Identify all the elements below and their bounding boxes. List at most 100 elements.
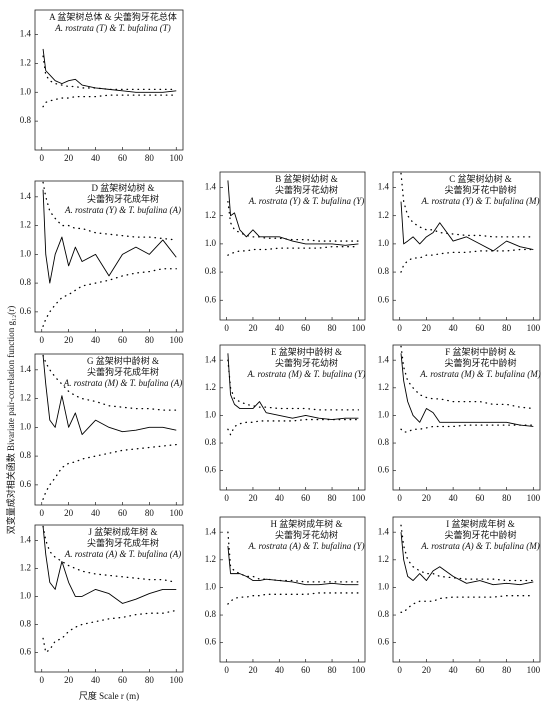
envelope-line xyxy=(227,359,360,411)
panel-title: 尖蕾狗牙花中龄树 xyxy=(444,357,516,368)
observed-line xyxy=(42,526,177,604)
observed-line xyxy=(42,48,177,93)
envelope-line xyxy=(400,424,534,433)
y-tick-label: 1.4 xyxy=(205,526,217,536)
y-tick-label: 1.4 xyxy=(205,182,217,192)
panel-title: A. rostrata (A) & T. bufalina (M) xyxy=(420,541,540,551)
y-axis-label: 双变量成对相关函数 Bivariate pair-correlation fun… xyxy=(5,306,16,535)
y-tick-label: 1.0 xyxy=(378,238,390,248)
x-tick-label: 100 xyxy=(170,508,184,518)
y-tick-label: 1.4 xyxy=(20,29,32,39)
y-tick-label: 1.2 xyxy=(378,554,389,564)
panel-title: A. rostrata (Y) & T. bufalina (A) xyxy=(64,205,181,215)
x-tick-label: 60 xyxy=(118,675,128,685)
y-tick-label: 0.8 xyxy=(205,609,217,619)
y-tick-label: 1.0 xyxy=(378,581,390,591)
x-tick-label: 20 xyxy=(248,665,258,675)
y-tick-label: 0.6 xyxy=(205,294,217,304)
x-tick-label: 20 xyxy=(422,493,432,503)
panel-title: A. rostrata (Y) & T. bufalina (Y) xyxy=(248,196,365,206)
y-tick-label: 1.0 xyxy=(378,409,390,419)
plot-frame xyxy=(392,344,541,491)
x-tick-label: 0 xyxy=(397,493,402,503)
observed-line xyxy=(227,545,359,586)
x-tick-label: 60 xyxy=(118,153,128,163)
plot-frame xyxy=(34,180,184,333)
y-tick-label: 1.2 xyxy=(20,393,31,403)
y-tick-label: 1.4 xyxy=(20,534,32,544)
y-tick-label: 0.6 xyxy=(378,294,390,304)
x-tick-label: 0 xyxy=(224,493,229,503)
x-tick-label: 80 xyxy=(145,335,155,345)
x-tick-label: 60 xyxy=(118,335,128,345)
y-tick-label: 1.4 xyxy=(378,182,390,192)
y-tick-label: 1.2 xyxy=(205,382,216,392)
panel-title: D 盆架树幼树 & xyxy=(91,182,154,193)
x-tick-label: 20 xyxy=(64,508,74,518)
y-tick-label: 1.0 xyxy=(20,421,32,431)
x-tick-label: 20 xyxy=(248,493,258,503)
plot-frame xyxy=(34,353,184,506)
plot-frame xyxy=(219,516,366,663)
x-tick-label: 60 xyxy=(475,323,485,333)
x-tick-label: 60 xyxy=(475,493,485,503)
y-tick-label: 0.8 xyxy=(20,115,32,125)
x-tick-label: 0 xyxy=(39,335,44,345)
observed-line xyxy=(400,201,534,252)
observed-line xyxy=(400,532,534,586)
y-tick-label: 0.6 xyxy=(378,465,390,475)
y-tick-label: 1.2 xyxy=(378,382,389,392)
x-tick-label: 40 xyxy=(91,153,101,163)
x-tick-label: 60 xyxy=(118,508,128,518)
y-tick-label: 1.2 xyxy=(378,210,389,220)
x-tick-label: 80 xyxy=(145,508,155,518)
envelope-line xyxy=(42,443,177,500)
x-tick-label: 80 xyxy=(502,665,512,675)
y-tick-label: 1.0 xyxy=(20,248,32,258)
x-tick-label: 60 xyxy=(301,665,311,675)
x-tick-label: 40 xyxy=(91,508,101,518)
y-tick-label: 1.4 xyxy=(378,354,390,364)
y-tick-label: 0.6 xyxy=(378,637,390,647)
x-tick-label: 0 xyxy=(39,675,44,685)
panel-title: 尖蕾狗牙花中龄树 xyxy=(444,184,516,195)
y-tick-label: 1.0 xyxy=(205,238,217,248)
plot-frame xyxy=(34,524,184,673)
panel-title: A. rostrata (M) & T. bufalina (A) xyxy=(63,378,183,388)
x-tick-label: 80 xyxy=(145,675,155,685)
x-tick-label: 20 xyxy=(422,323,432,333)
envelope-line xyxy=(42,55,177,91)
panel-title: A 盆架树总体 & 尖蕾狗牙花总体 xyxy=(49,11,177,22)
x-tick-label: 0 xyxy=(39,508,44,518)
x-tick-label: 40 xyxy=(275,665,285,675)
panel-title: I 盆架树成年树 & xyxy=(446,518,515,529)
x-tick-label: 60 xyxy=(301,323,311,333)
y-tick-label: 1.4 xyxy=(20,191,32,201)
x-tick-label: 100 xyxy=(527,323,541,333)
panel-title: 尖蕾狗牙花中龄树 xyxy=(444,529,516,540)
envelope-line xyxy=(400,345,534,410)
y-tick-label: 0.8 xyxy=(378,437,390,447)
panel-title: A. rostrata (A) & T. bufalina (A) xyxy=(64,549,182,559)
x-tick-label: 0 xyxy=(397,323,402,333)
panel-title: F 盆架树中龄树 & xyxy=(445,346,516,357)
x-tick-label: 100 xyxy=(352,665,366,675)
y-tick-label: 0.8 xyxy=(378,266,390,276)
y-tick-label: 1.2 xyxy=(20,220,31,230)
y-tick-label: 1.2 xyxy=(205,554,216,564)
x-tick-label: 40 xyxy=(449,665,459,675)
envelope-line xyxy=(227,418,360,436)
panel-title: A. rostrata (T) & T. bufalina (T) xyxy=(54,23,171,33)
y-tick-label: 0.6 xyxy=(20,479,32,489)
x-tick-label: 100 xyxy=(170,675,184,685)
y-tick-label: 1.0 xyxy=(205,581,217,591)
panel-title: 尖蕾狗牙花成年树 xyxy=(87,193,159,204)
x-axis-label: 尺度 Scale r (m) xyxy=(79,690,139,701)
panel-title: 尖蕾狗牙花成年树 xyxy=(87,537,159,548)
x-tick-label: 60 xyxy=(475,665,485,675)
observed-line xyxy=(400,353,534,427)
panel-title: E 盆架树中龄树 & xyxy=(271,346,342,357)
panel-title: G 盆架树中龄树 & xyxy=(87,355,159,366)
x-tick-label: 40 xyxy=(449,323,459,333)
x-tick-label: 100 xyxy=(527,493,541,503)
